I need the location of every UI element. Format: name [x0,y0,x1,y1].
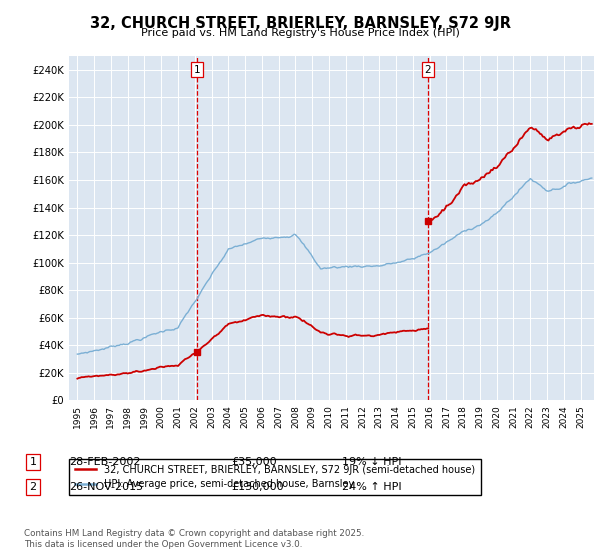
Text: 28-FEB-2002: 28-FEB-2002 [69,457,140,467]
Text: 32, CHURCH STREET, BRIERLEY, BARNSLEY, S72 9JR: 32, CHURCH STREET, BRIERLEY, BARNSLEY, S… [89,16,511,31]
Text: 19% ↓ HPI: 19% ↓ HPI [342,457,401,467]
Text: 26-NOV-2015: 26-NOV-2015 [69,482,143,492]
Text: 1: 1 [29,457,37,467]
Text: Contains HM Land Registry data © Crown copyright and database right 2025.
This d: Contains HM Land Registry data © Crown c… [24,529,364,549]
Text: Price paid vs. HM Land Registry's House Price Index (HPI): Price paid vs. HM Land Registry's House … [140,28,460,38]
Text: 1: 1 [194,65,200,75]
Text: 2: 2 [425,65,431,75]
Legend: 32, CHURCH STREET, BRIERLEY, BARNSLEY, S72 9JR (semi-detached house), HPI: Avera: 32, CHURCH STREET, BRIERLEY, BARNSLEY, S… [69,459,481,495]
Text: £35,000: £35,000 [231,457,277,467]
Text: 24% ↑ HPI: 24% ↑ HPI [342,482,401,492]
Text: £130,000: £130,000 [231,482,284,492]
Text: 2: 2 [29,482,37,492]
